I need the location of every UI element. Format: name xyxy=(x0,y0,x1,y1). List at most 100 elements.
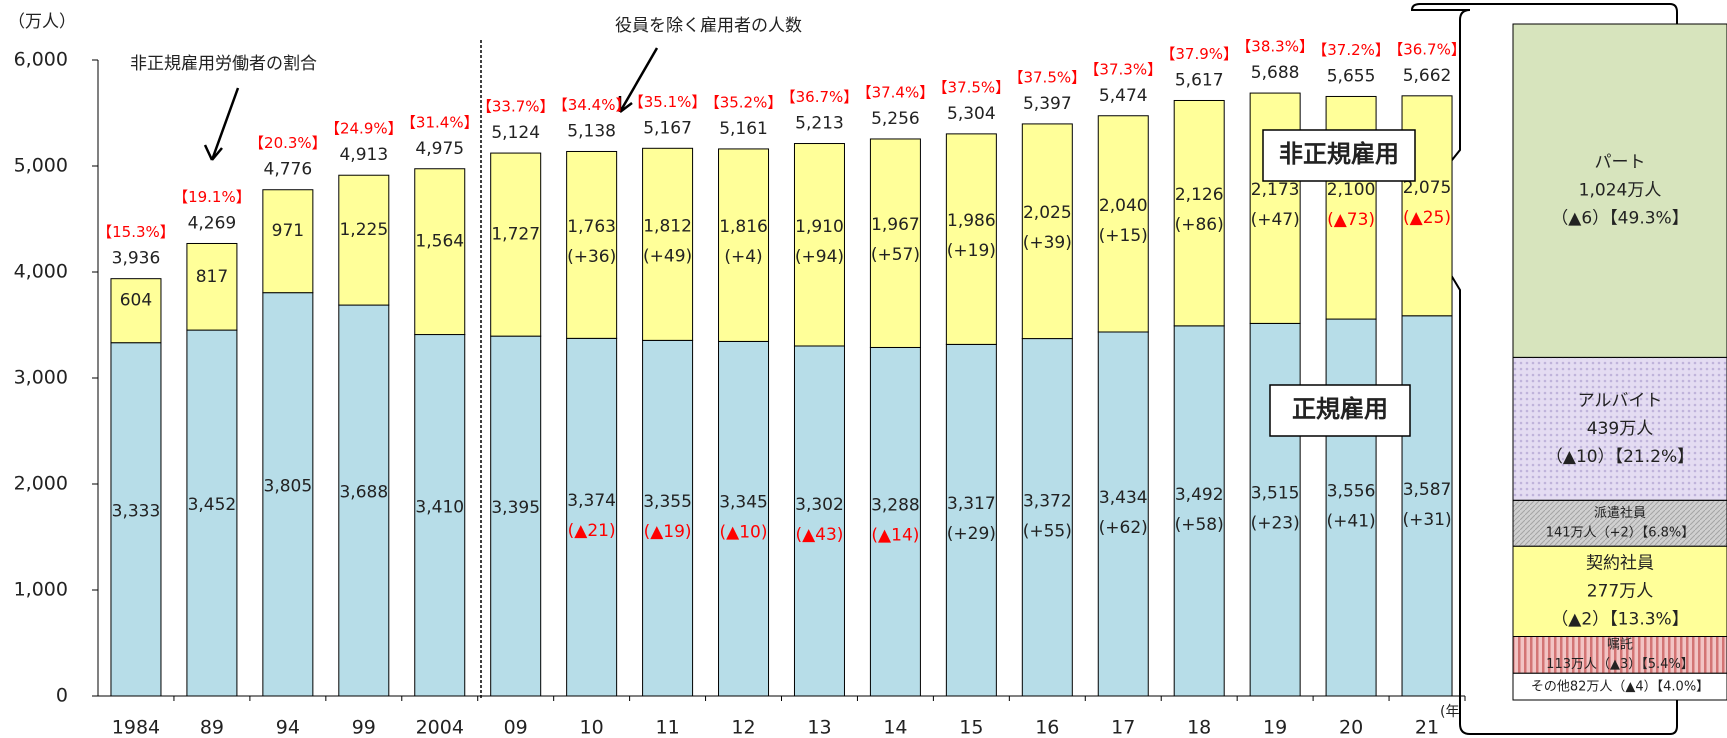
change-label: (▲14) xyxy=(871,526,919,546)
ratio-label: 【33.7%】 xyxy=(477,98,555,116)
value-label: 2,173 xyxy=(1251,180,1300,200)
total-label: 3,936 xyxy=(112,249,161,269)
value-label: 3,333 xyxy=(112,501,161,521)
breakdown-value: 277万人 xyxy=(1587,581,1653,601)
bar-segment xyxy=(1097,331,1149,697)
breakdown-detail: （▲10）【21.2%】 xyxy=(1546,447,1694,467)
bar-segment xyxy=(869,138,921,348)
total-label: 5,124 xyxy=(491,123,540,143)
ratio-label: 【37.3%】 xyxy=(1084,60,1162,78)
bar-segment xyxy=(1097,115,1149,333)
breakdown-name: アルバイト xyxy=(1578,391,1663,411)
ratio-label: 【31.4%】 xyxy=(401,113,479,131)
total-label: 5,304 xyxy=(947,104,996,124)
ratio-label: 【15.3%】 xyxy=(97,223,175,241)
bar-segment xyxy=(1173,325,1225,697)
arrow xyxy=(618,47,659,113)
value-label: 2,040 xyxy=(1099,196,1148,216)
change-label: (▲10) xyxy=(720,523,768,543)
bar-segment xyxy=(186,329,238,697)
total-label: 5,474 xyxy=(1099,86,1148,106)
breakdown-change: （▲4） xyxy=(1612,679,1656,694)
total-label: 5,688 xyxy=(1251,63,1300,83)
value-label: 3,556 xyxy=(1327,482,1376,502)
bar-segment xyxy=(1021,123,1073,340)
bar-segment xyxy=(718,340,770,697)
ratio-label: 【38.3%】 xyxy=(1236,38,1314,56)
value-label: 1,967 xyxy=(871,215,920,235)
change-label: (▲43) xyxy=(795,525,843,545)
bar-segment xyxy=(262,292,314,697)
x-tick-label: 14 xyxy=(883,717,907,738)
change-label: (+36) xyxy=(567,247,616,267)
annotation: 役員を除く雇用者の人数 xyxy=(615,16,802,36)
x-tick-label: 99 xyxy=(352,717,376,738)
bar-segment xyxy=(1249,322,1301,697)
breakdown-name: 派遣社員 xyxy=(1594,505,1646,521)
change-label: (+23) xyxy=(1251,514,1300,534)
total-label: 5,397 xyxy=(1023,94,1072,114)
x-tick-label: 18 xyxy=(1187,717,1211,738)
value-label: 3,288 xyxy=(871,496,920,516)
breakdown-segment xyxy=(1512,545,1727,638)
breakdown-share: 【21.2%】 xyxy=(1615,447,1695,467)
y-tick-label: 0 xyxy=(56,685,68,707)
bar-segment xyxy=(1021,338,1073,697)
x-tick-label: 2004 xyxy=(416,717,464,738)
change-label: (+49) xyxy=(643,246,692,266)
breakdown-change: （+2） xyxy=(1597,525,1642,540)
x-tick-label: 21 xyxy=(1415,717,1439,738)
breakdown-detail: （▲6）【49.3%】 xyxy=(1551,209,1688,229)
breakdown-pattern xyxy=(1512,356,1727,501)
breakdown-change: （▲10） xyxy=(1546,447,1615,467)
ratio-label: 【20.3%】 xyxy=(249,134,327,152)
value-label: 1,727 xyxy=(491,225,540,245)
legend-box xyxy=(1269,384,1411,437)
value-label: 3,688 xyxy=(339,483,388,503)
value-label: 1,812 xyxy=(643,216,692,236)
arrow xyxy=(203,87,240,161)
ratio-label: 【24.9%】 xyxy=(325,120,403,138)
breakdown-value: 82万人 xyxy=(1570,679,1613,694)
bar-segment xyxy=(414,168,466,336)
bar-segment xyxy=(186,242,238,331)
value-label: 2,126 xyxy=(1175,185,1224,205)
total-label: 5,256 xyxy=(871,109,920,129)
total-label: 5,161 xyxy=(719,119,768,139)
bar-segment xyxy=(110,278,162,344)
x-tick-label: 15 xyxy=(959,717,983,738)
bar-segment xyxy=(718,148,770,342)
breakdown-share: 【13.3%】 xyxy=(1609,609,1689,629)
y-tick-label: 4,000 xyxy=(14,261,68,283)
change-label: (+57) xyxy=(871,245,920,265)
value-label: 2,075 xyxy=(1403,178,1452,198)
total-label: 5,655 xyxy=(1327,66,1376,86)
value-label: 1,986 xyxy=(947,211,996,231)
x-tick-label: 94 xyxy=(276,717,300,738)
breakdown-value: 439万人 xyxy=(1587,419,1653,439)
total-label: 4,269 xyxy=(188,213,237,233)
breakdown-name: 契約社員 xyxy=(1586,553,1654,573)
breakdown-value: 141万人 xyxy=(1546,525,1597,540)
value-label: 3,372 xyxy=(1023,491,1072,511)
bar-segment xyxy=(338,174,390,306)
bar-segment xyxy=(945,343,997,697)
value-label: 1,763 xyxy=(567,217,616,237)
breakdown-share: 【6.8%】 xyxy=(1642,525,1695,540)
x-tick-label: 12 xyxy=(731,717,755,738)
value-label: 1,225 xyxy=(339,220,388,240)
breakdown-detail: 113万人（▲3）【5.4%】 xyxy=(1546,656,1694,671)
bar-segment xyxy=(110,342,162,697)
y-tick-label: 1,000 xyxy=(14,579,68,601)
bar-segment xyxy=(566,150,618,339)
x-tick-label: 19 xyxy=(1263,717,1287,738)
change-label: (▲21) xyxy=(568,521,616,541)
bar-segment xyxy=(945,133,997,345)
value-label: 3,410 xyxy=(415,497,464,517)
ratio-label: 【34.4%】 xyxy=(553,96,631,114)
value-label: 1,564 xyxy=(415,232,464,252)
value-label: 3,345 xyxy=(719,493,768,513)
x-tick-label: 89 xyxy=(200,717,224,738)
change-label: (+41) xyxy=(1327,512,1376,532)
bar-segment xyxy=(793,345,845,697)
